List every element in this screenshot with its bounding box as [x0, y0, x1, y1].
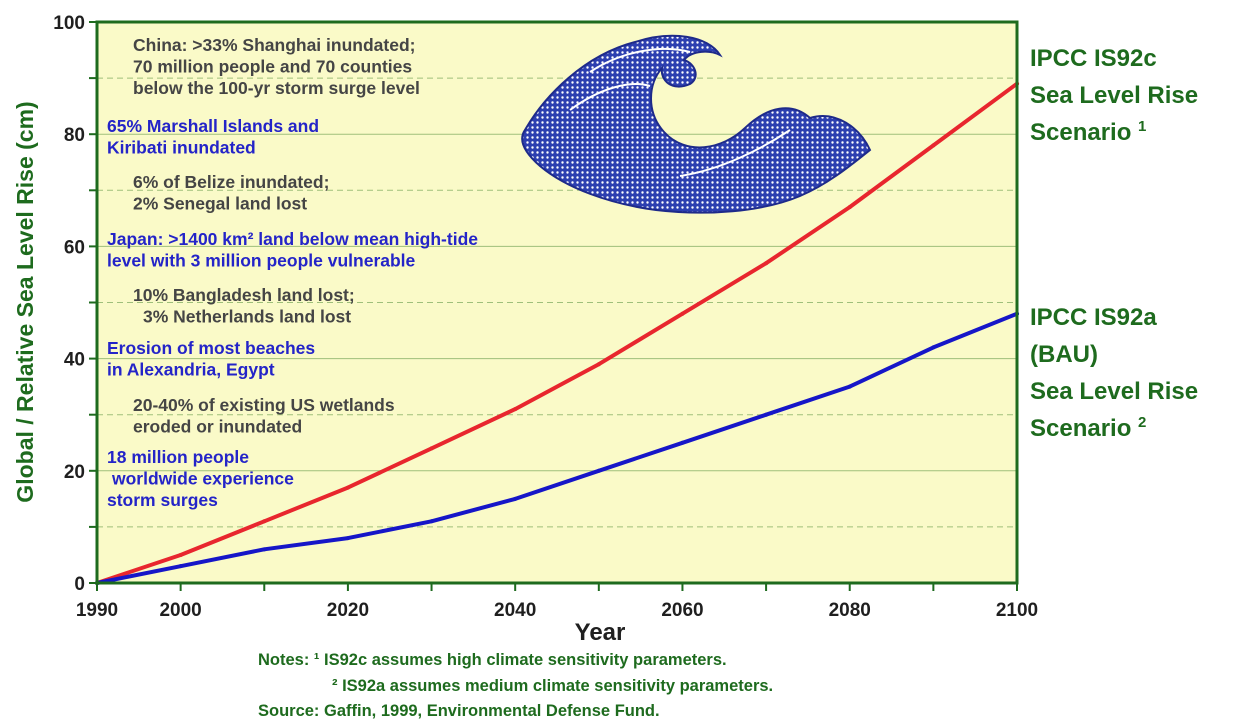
annotation-line: 20-40% of existing US wetlands [133, 395, 395, 415]
series-label-sup: 2 [1138, 414, 1146, 431]
series-labels: IPCC IS92c Sea Level Rise Scenario 1 IPCC I… [1030, 45, 1198, 442]
note-line: Source: Gaffin, 1999, Environmental Defe… [258, 702, 660, 720]
y-tick-label: 40 [64, 350, 85, 371]
note-line: ² IS92a assumes medium climate sensitivi… [332, 677, 773, 695]
data-point [931, 143, 936, 148]
x-tick-label: 2000 [159, 600, 201, 621]
x-tick-labels: 1990 2000 2020 2040 2060 2080 2100 [76, 600, 1038, 621]
data-point [931, 345, 936, 350]
x-tick-label: 1990 [76, 600, 118, 621]
data-point [596, 362, 601, 367]
y-tick-labels: 0 20 40 60 80 100 [53, 13, 85, 595]
annotation-line: in Alexandria, Egypt [107, 360, 275, 380]
data-point [345, 536, 350, 541]
y-axis-title: Global / Relative Sea Level Rise (cm) [12, 101, 38, 502]
data-point [178, 564, 183, 569]
annotation-line: below the 100-yr storm surge level [133, 78, 420, 98]
x-tick-label: 2060 [661, 600, 703, 621]
data-point [429, 519, 434, 524]
data-point [513, 407, 518, 412]
annotation-block: China: >33% Shanghai inundated;70 millio… [133, 35, 420, 98]
y-tick-label: 0 [74, 574, 85, 595]
annotation-line: Japan: >1400 km² land below mean high-ti… [107, 229, 478, 249]
series-label-line: (BAU) [1030, 341, 1098, 368]
annotation-line: Kiribati inundated [107, 138, 256, 158]
x-tick-label: 2100 [996, 600, 1038, 621]
annotation-line: 65% Marshall Islands and [107, 116, 319, 136]
y-tick-label: 20 [64, 462, 85, 483]
annotation-line: 2% Senegal land lost [133, 194, 307, 214]
notes: Notes: ¹ IS92c assumes high climate sens… [258, 651, 773, 720]
x-axis-title: Year [575, 619, 626, 646]
annotation-line: 6% of Belize inundated; [133, 172, 329, 192]
annotation-line: Erosion of most beaches [107, 338, 315, 358]
y-tick-label: 100 [53, 13, 85, 34]
note-line: Notes: ¹ IS92c assumes high climate sens… [258, 651, 727, 669]
data-point [847, 205, 852, 210]
series-label-line: Scenario 2 [1030, 414, 1146, 442]
annotation-line: 3% Netherlands land lost [143, 307, 351, 327]
series-line-2 [95, 311, 1019, 585]
data-point [262, 547, 267, 552]
series-line-1 [95, 81, 1019, 585]
data-point [680, 311, 685, 316]
data-point [345, 485, 350, 490]
series-label-sup: 1 [1138, 118, 1146, 135]
data-point [596, 468, 601, 473]
x-tick-label: 2080 [829, 600, 871, 621]
x-tick-label: 2040 [494, 600, 536, 621]
impact-annotations: China: >33% Shanghai inundated;70 millio… [107, 35, 478, 510]
data-point [680, 440, 685, 445]
x-tick-label: 2020 [327, 600, 369, 621]
annotation-line: China: >33% Shanghai inundated; [133, 35, 415, 55]
series-label-line: Scenario 1 [1030, 118, 1146, 146]
annotation-line: storm surges [107, 490, 218, 510]
series-label-line: IPCC IS92a [1030, 304, 1157, 331]
annotation-line: 18 million people [107, 447, 249, 467]
y-tick-label: 80 [64, 125, 85, 146]
data-point [513, 496, 518, 501]
annotation-block: 6% of Belize inundated;2% Senegal land l… [133, 172, 329, 214]
series-label-line: IPCC IS92c [1030, 45, 1157, 72]
axis-ticks [89, 21, 1018, 591]
data-point [262, 519, 267, 524]
annotation-line: 70 million people and 70 counties [133, 57, 412, 77]
series-label-line: Sea Level Rise [1030, 82, 1198, 109]
data-point [178, 552, 183, 557]
wave-icon [521, 34, 872, 214]
data-point [764, 261, 769, 266]
series-label-line: Sea Level Rise [1030, 378, 1198, 405]
y-tick-label: 60 [64, 237, 85, 258]
annotation-line: eroded or inundated [133, 417, 302, 437]
annotation-line: 10% Bangladesh land lost; [133, 285, 355, 305]
annotation-line: level with 3 million people vulnerable [107, 251, 416, 271]
annotation-block: Japan: >1400 km² land below mean high-ti… [107, 229, 478, 271]
data-point [847, 384, 852, 389]
annotation-block: 10% Bangladesh land lost;3% Netherlands … [133, 285, 355, 327]
data-point [764, 412, 769, 417]
annotation-line: worldwide experience [111, 469, 294, 489]
data-point [429, 446, 434, 451]
